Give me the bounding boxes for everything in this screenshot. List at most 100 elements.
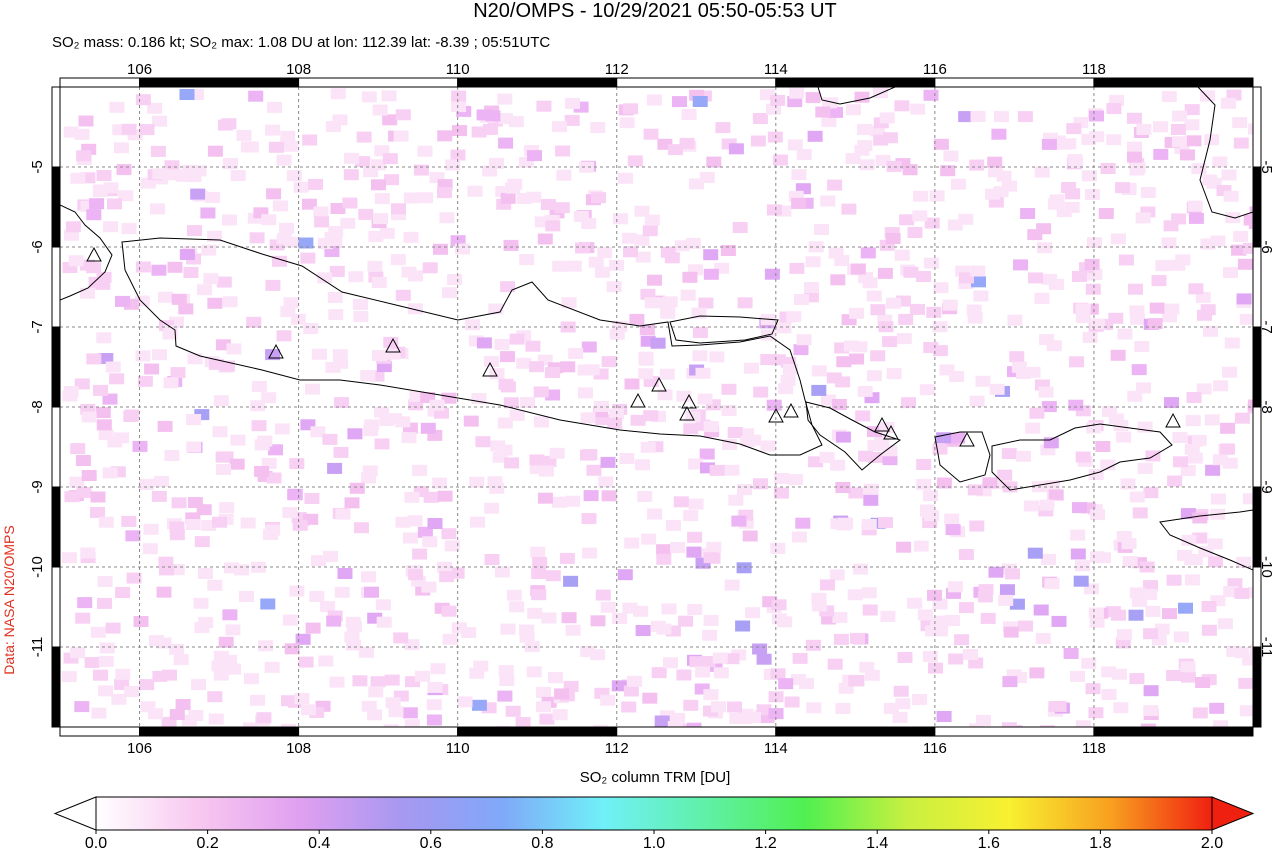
volcanoes <box>86 246 1181 447</box>
pixel <box>244 673 259 685</box>
pixel <box>524 641 540 653</box>
pixel <box>1167 475 1183 487</box>
pixel <box>379 415 395 426</box>
pixel <box>429 399 445 411</box>
pixel <box>263 528 279 540</box>
sulawesi-coast <box>1197 87 1253 219</box>
lat-tick-label: -5 <box>1258 160 1272 173</box>
pixel <box>944 513 960 525</box>
frame-bar <box>59 77 141 88</box>
pixel <box>899 214 915 226</box>
pixel <box>498 665 514 677</box>
pixel <box>1191 163 1207 175</box>
pixel <box>408 569 424 581</box>
pixel <box>932 345 948 357</box>
pixel <box>552 121 568 133</box>
pixel <box>796 149 812 161</box>
pixel <box>1164 303 1180 315</box>
pixel <box>606 281 622 293</box>
pixel <box>1116 431 1132 443</box>
pixel <box>1204 134 1220 146</box>
pixel <box>565 624 581 636</box>
pixel <box>646 94 662 106</box>
pixel <box>395 516 411 528</box>
pixel <box>292 519 308 531</box>
pixel <box>1086 422 1102 434</box>
pixel <box>692 327 708 338</box>
madura-coast <box>669 315 779 344</box>
pixel <box>1040 725 1056 727</box>
pixel <box>381 90 397 102</box>
pixel <box>619 117 635 129</box>
pixel <box>525 340 541 352</box>
pixel <box>409 390 425 402</box>
pixel <box>102 393 118 405</box>
pixel <box>230 434 246 446</box>
pixel <box>1110 349 1126 361</box>
pixel <box>932 598 948 610</box>
pixel <box>835 431 851 443</box>
pixel <box>494 566 510 578</box>
pixel <box>93 384 108 396</box>
pixel <box>586 464 602 476</box>
pixel <box>519 624 535 636</box>
pixel <box>764 268 780 280</box>
pixel <box>611 680 627 692</box>
java-coast <box>121 237 823 456</box>
coastlines <box>60 87 1253 571</box>
pixel <box>492 451 508 463</box>
pixel <box>740 436 756 448</box>
borneo-coast <box>817 87 896 105</box>
pixel <box>481 702 497 714</box>
frame-bar <box>298 726 459 737</box>
pixel <box>541 455 557 467</box>
colorbar-tick-label: 0.8 <box>531 835 553 852</box>
pixel <box>429 172 445 184</box>
pixel <box>856 124 872 135</box>
pixel <box>413 164 429 176</box>
pixel <box>664 252 680 264</box>
pixel <box>1018 620 1033 632</box>
pixel <box>447 274 463 285</box>
pixel <box>916 271 932 282</box>
pixel <box>164 450 180 461</box>
pixel <box>1248 399 1253 411</box>
pixel <box>324 232 340 243</box>
pixel <box>575 242 590 254</box>
pixel <box>861 587 877 599</box>
pixel <box>370 676 386 688</box>
pixel <box>1040 444 1056 456</box>
pixel <box>74 128 90 140</box>
pixel <box>713 667 729 679</box>
pixel <box>633 605 649 617</box>
pixel <box>698 297 714 309</box>
pixel <box>1180 671 1196 683</box>
pixel <box>1171 213 1187 225</box>
pixel <box>806 639 821 651</box>
pixel <box>444 540 460 552</box>
pixel <box>332 349 348 361</box>
pixel <box>283 140 299 152</box>
pixel <box>663 657 678 669</box>
pixel <box>86 353 102 365</box>
frame-bar <box>775 77 936 88</box>
pixel <box>1069 356 1085 368</box>
pixel <box>954 634 970 646</box>
pixel <box>1085 683 1101 695</box>
pixel <box>135 94 151 106</box>
pixel <box>194 622 210 634</box>
pixel <box>849 353 865 365</box>
pixel <box>430 663 446 675</box>
pixel <box>920 504 935 516</box>
pixel <box>76 487 92 498</box>
pixel <box>280 130 296 142</box>
pixel <box>1038 386 1054 398</box>
pixel <box>867 439 883 451</box>
pixel <box>873 134 889 146</box>
pixel <box>80 403 96 415</box>
pixel <box>526 191 542 203</box>
pixel <box>1188 283 1204 295</box>
pixel <box>792 652 808 664</box>
pixel <box>404 639 420 651</box>
pixel <box>703 689 719 701</box>
